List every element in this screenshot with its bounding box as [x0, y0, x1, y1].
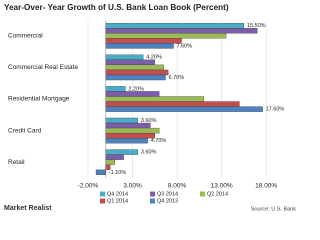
legend-label: Q2 2014	[207, 191, 228, 197]
value-label: 17.60%	[266, 107, 285, 113]
x-tick-label: 18.00%	[255, 183, 277, 190]
value-label: 7.60%	[177, 43, 193, 49]
bar	[105, 159, 115, 165]
legend-swatch	[100, 198, 105, 204]
bar	[105, 149, 139, 155]
bar	[105, 117, 139, 124]
bar	[105, 33, 227, 39]
bar	[105, 59, 155, 66]
legend-label: Q4 2013	[157, 198, 178, 204]
legend-swatch	[200, 191, 205, 197]
bar	[105, 86, 126, 92]
bar	[105, 38, 182, 44]
chart-title: Year-Over- Year Growth of U.S. Bank Loan…	[4, 3, 229, 12]
value-label: 3.60%	[141, 150, 157, 156]
y-tick-label: Residential Mortgage	[8, 96, 70, 103]
bar	[105, 74, 166, 81]
value-label: 6.70%	[169, 75, 185, 81]
x-tick-label: -2.00%	[78, 183, 99, 190]
bar	[105, 132, 155, 139]
bar	[105, 23, 245, 29]
logo: Market Realist	[4, 205, 52, 212]
source: Source: U.S. Bank	[251, 206, 296, 212]
value-label: 4.20%	[146, 55, 162, 61]
legend-label: Q1 2014	[107, 198, 128, 204]
bar	[105, 122, 151, 129]
y-tick-label: Commercial	[8, 33, 43, 40]
x-tick-label: 13.00%	[211, 183, 233, 190]
bar	[95, 169, 106, 175]
bar	[105, 101, 240, 107]
y-tick-label: Commercial Real Estate	[8, 64, 78, 71]
bar	[105, 43, 174, 49]
legend-swatch	[150, 191, 155, 197]
legend-label: Q4 2014	[107, 191, 128, 197]
bar	[105, 69, 169, 76]
x-tick-label: 3.00%	[123, 183, 142, 190]
bar	[105, 164, 111, 170]
legend-swatch	[100, 191, 105, 197]
x-tick-label: 8.00%	[168, 183, 187, 190]
chart: Year-Over- Year Growth of U.S. Bank Loan…	[4, 3, 296, 212]
legend-swatch	[150, 198, 155, 204]
y-tick-label: Retail	[8, 159, 25, 166]
legend-label: Q3 2014	[157, 191, 178, 197]
bar	[105, 106, 263, 112]
bar	[105, 96, 204, 102]
bar	[105, 64, 164, 71]
bar	[105, 54, 144, 60]
bar	[105, 138, 148, 144]
value-label: 2.20%	[128, 86, 144, 92]
bar	[105, 91, 160, 97]
value-label: 4.70%	[151, 138, 167, 144]
y-tick-label: Credit Card	[8, 127, 42, 134]
value-label: -1.10%	[109, 170, 127, 176]
value-label: 15.50%	[247, 23, 266, 29]
bar	[105, 154, 124, 160]
value-label: 3.60%	[141, 118, 157, 124]
bar	[105, 28, 258, 34]
bar	[105, 127, 160, 134]
